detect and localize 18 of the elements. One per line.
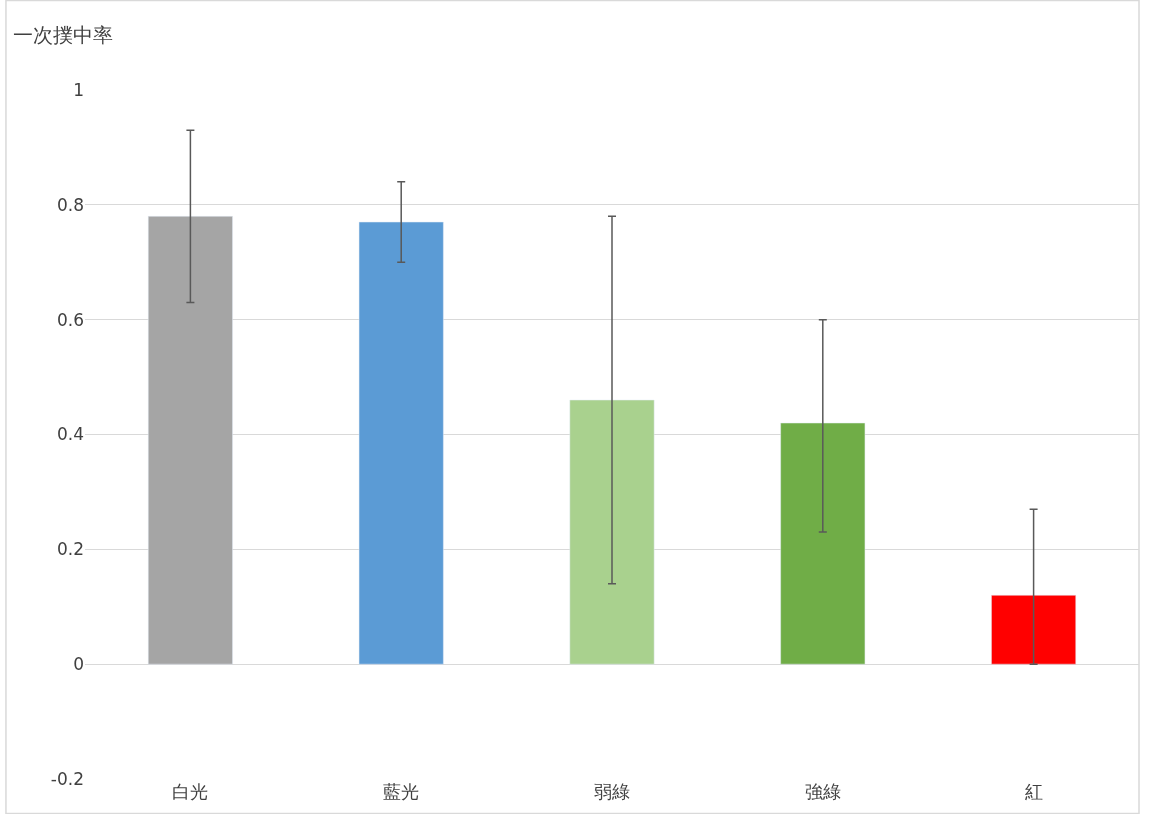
bar xyxy=(147,216,233,665)
x-tick-label: 強綠 xyxy=(804,781,841,802)
bar xyxy=(780,422,866,665)
x-tick-label: 藍光 xyxy=(383,781,420,802)
y-tick-label: 0 xyxy=(73,654,84,675)
x-tick-label: 紅 xyxy=(1024,781,1043,802)
y-tick-label: 0.8 xyxy=(56,194,84,215)
x-tick-label: 弱綠 xyxy=(594,781,630,802)
bar xyxy=(569,399,655,665)
x-tick-label: 白光 xyxy=(172,781,209,802)
bar xyxy=(991,595,1077,665)
bar xyxy=(358,221,444,665)
y-tick-label: 0.2 xyxy=(56,539,84,560)
y-tick-label: 0.6 xyxy=(56,309,84,330)
y-axis-title: 一次撲中率 xyxy=(13,23,113,47)
y-tick-label: 0.4 xyxy=(56,424,84,445)
y-tick-label: -0.2 xyxy=(50,768,84,789)
y-tick-label: 1 xyxy=(73,79,84,100)
